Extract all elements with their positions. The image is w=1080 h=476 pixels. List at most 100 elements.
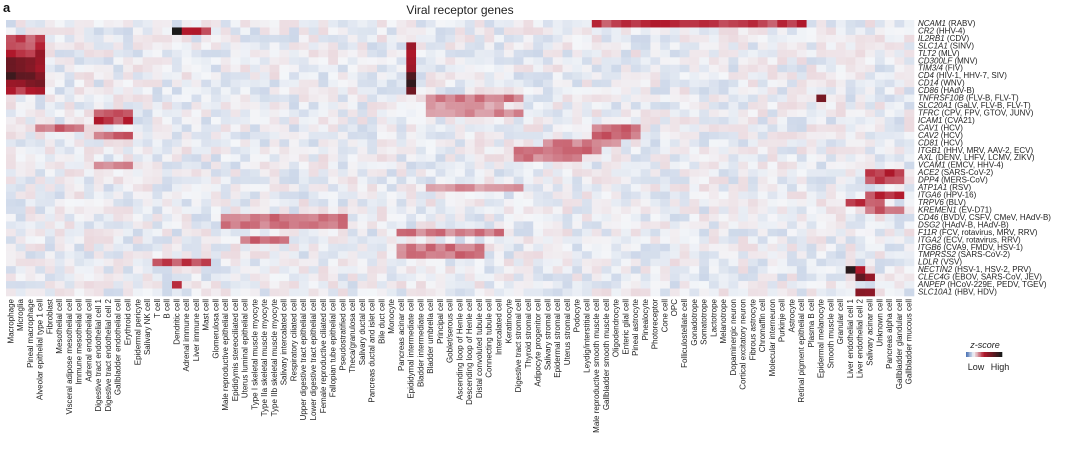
heatmap-cell: [494, 27, 505, 36]
heatmap-cell: [171, 288, 183, 297]
heatmap-cell: [669, 139, 680, 148]
heatmap-cell: [728, 243, 739, 252]
heatmap-cell: [904, 281, 915, 289]
heatmap-cell: [230, 87, 241, 95]
heatmap-cell: [708, 57, 720, 66]
heatmap-cell: [406, 154, 417, 163]
heatmap-cell: [181, 109, 192, 118]
heatmap-cell: [298, 221, 309, 230]
heatmap-cell: [796, 161, 807, 170]
heatmap-cell: [132, 199, 143, 207]
column-label: Epidermal stromal cell: [553, 299, 562, 378]
heatmap-cell: [787, 221, 798, 230]
column-label: Liver endothelial cell 1: [846, 298, 855, 378]
heatmap-cell: [708, 154, 720, 163]
heatmap-cell: [669, 251, 680, 259]
heatmap-cell: [435, 94, 446, 103]
heatmap-cell: [171, 102, 183, 110]
heatmap-cell: [416, 27, 427, 36]
row-label: ITGB6 (CVA9, FMDV, HSV-1): [918, 243, 1023, 252]
heatmap-cell: [152, 154, 163, 163]
gene-name: ICAM1: [918, 116, 942, 125]
heatmap-cell: [45, 213, 56, 222]
heatmap-cell: [767, 102, 778, 110]
heatmap-cell: [435, 176, 446, 185]
row-label: ACE2 (SARS-CoV-2): [917, 168, 993, 177]
heatmap-cell: [513, 236, 524, 245]
heatmap-cell: [347, 57, 358, 66]
heatmap-cell: [298, 243, 309, 252]
heatmap-cell: [357, 176, 368, 185]
heatmap-cell: [904, 94, 915, 103]
heatmap-cell: [191, 109, 202, 118]
heatmap-cell: [503, 20, 514, 28]
virus-list: (HSV-1, HSV-2, PRV): [952, 265, 1031, 274]
heatmap-cell: [621, 251, 632, 259]
heatmap-cell: [132, 42, 143, 51]
heatmap-cell: [45, 236, 56, 245]
heatmap-cell: [191, 154, 202, 163]
heatmap-cell: [84, 87, 95, 95]
heatmap-cell: [826, 20, 837, 28]
heatmap-cell: [845, 243, 856, 252]
heatmap-cell: [679, 288, 690, 297]
heatmap-cell: [855, 116, 866, 125]
heatmap-cell: [298, 228, 309, 237]
heatmap-cell: [523, 57, 534, 66]
heatmap-cell: [562, 42, 573, 51]
heatmap-cell: [533, 79, 544, 88]
heatmap-cell: [269, 139, 280, 148]
heatmap-cell: [289, 199, 300, 207]
heatmap-cell: [435, 102, 446, 110]
heatmap-cell: [796, 228, 807, 237]
heatmap-cell: [484, 20, 495, 28]
heatmap-cell: [240, 116, 251, 125]
heatmap-cell: [211, 109, 222, 118]
heatmap-cell: [865, 72, 876, 80]
heatmap-cell: [591, 79, 602, 88]
heatmap-cell: [386, 273, 397, 282]
row-label: CR2 (HHV-4): [918, 26, 965, 35]
heatmap-cell: [64, 116, 75, 125]
heatmap-cell: [757, 176, 768, 185]
heatmap-cell: [162, 258, 173, 267]
heatmap-cell: [748, 109, 759, 118]
heatmap-cell: [611, 243, 622, 252]
heatmap-cell: [542, 236, 554, 245]
heatmap-cell: [250, 49, 261, 58]
heatmap-cell: [445, 79, 456, 88]
heatmap-cell: [718, 102, 729, 110]
heatmap-cell: [562, 139, 573, 148]
heatmap-cell: [406, 34, 417, 43]
heatmap-cell: [533, 258, 544, 267]
heatmap-cell: [826, 49, 837, 58]
heatmap-cell: [250, 34, 261, 43]
heatmap-cell: [552, 266, 563, 274]
heatmap-cell: [259, 102, 270, 110]
heatmap-cell: [513, 169, 524, 177]
heatmap-cell: [669, 72, 680, 80]
heatmap-cell: [904, 184, 915, 192]
heatmap-cell: [74, 161, 85, 170]
heatmap-cell: [767, 221, 778, 230]
heatmap-cell: [708, 139, 720, 148]
heatmap-cell: [484, 57, 495, 66]
heatmap-cell: [777, 109, 788, 118]
heatmap-cell: [660, 154, 671, 163]
heatmap-cell: [84, 184, 95, 192]
heatmap-cell: [367, 20, 378, 28]
heatmap-cell: [396, 42, 407, 51]
heatmap-cell: [669, 102, 680, 110]
heatmap-cell: [894, 87, 905, 95]
heatmap-cell: [494, 131, 505, 140]
gene-name: TNFRSF10B: [918, 94, 964, 103]
heatmap-cell: [777, 34, 788, 43]
heatmap-cell: [416, 184, 427, 192]
heatmap-cell: [318, 109, 329, 118]
heatmap-cell: [269, 281, 280, 289]
heatmap-cell: [337, 266, 349, 274]
heatmap-cell: [181, 79, 192, 88]
heatmap-cell: [542, 258, 554, 267]
heatmap-cell: [328, 236, 339, 245]
heatmap-cell: [884, 251, 895, 259]
